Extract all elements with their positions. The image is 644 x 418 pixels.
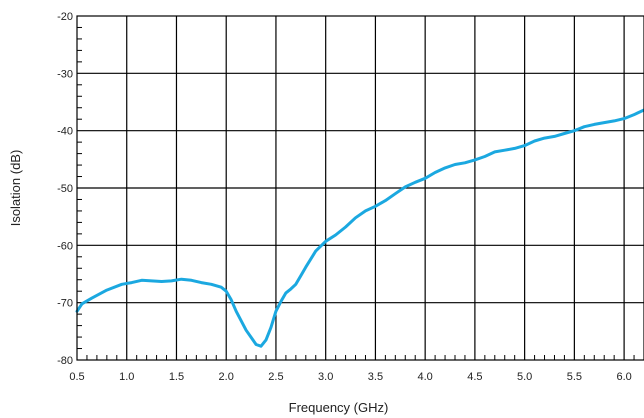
tick-labels: 0.5 1.0 1.5 2.0 2.5 3.0 3.5 4.0 4.5 5.0 5.5 6.0 -20 -…: [57, 11, 632, 383]
y-tick-label: -80: [57, 355, 73, 367]
y-tick-label: -30: [57, 68, 73, 80]
x-tick-label: 2.0: [219, 371, 234, 383]
y-tick-label: -60: [57, 240, 73, 252]
x-tick-label: 1.5: [169, 371, 184, 383]
x-tick-label: 4.0: [418, 371, 433, 383]
y-tick-label: -50: [57, 183, 73, 195]
x-tick-label: 3.0: [318, 371, 333, 383]
grid-lines: [77, 16, 644, 360]
x-tick-label: 2.5: [268, 371, 283, 383]
x-tick-label: 6.0: [616, 371, 631, 383]
y-axis-title: Isolation (dB): [8, 150, 23, 227]
x-tick-label: 3.5: [368, 371, 383, 383]
y-tick-label: -40: [57, 126, 73, 138]
y-tick-label: -70: [57, 298, 73, 310]
x-tick-label: 1.0: [119, 371, 134, 383]
minor-ticks: [77, 26, 644, 360]
plot-frame: [76, 15, 644, 361]
x-tick-label: 0.5: [69, 371, 84, 383]
series-layer: [75, 108, 644, 348]
y-tick-label: -20: [57, 11, 73, 23]
x-tick-label: 4.5: [467, 371, 482, 383]
x-axis-title: Frequency (GHz): [289, 400, 389, 415]
x-tick-label: 5.0: [517, 371, 532, 383]
x-tick-label: 5.5: [567, 371, 582, 383]
isolation-series-line: [75, 108, 644, 348]
